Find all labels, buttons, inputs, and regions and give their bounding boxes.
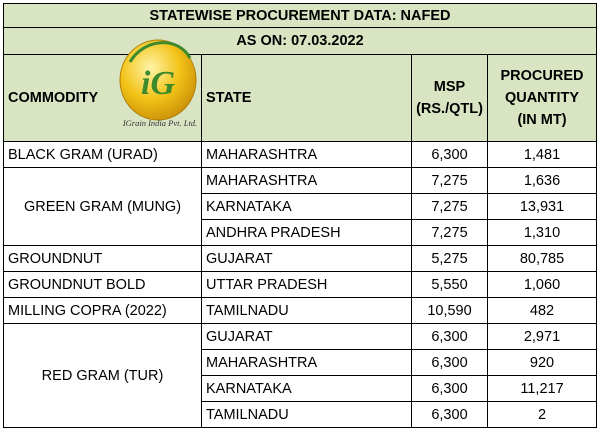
date-row: AS ON: 07.03.2022: [3, 27, 597, 55]
state-cell: GUJARAT: [201, 245, 412, 272]
commodity-cell: MILLING COPRA (2022): [3, 297, 202, 324]
msp-cell: 5,275: [411, 245, 488, 272]
table-row: ANDHRA PRADESH 7,275 1,310: [4, 219, 597, 246]
state-cell: ANDHRA PRADESH: [201, 219, 412, 246]
quantity-cell: 13,931: [487, 193, 597, 220]
state-cell: TAMILNADU: [201, 297, 412, 324]
state-cell: MAHARASHTRA: [201, 167, 412, 194]
commodity-cell: BLACK GRAM (URAD): [3, 141, 202, 168]
quantity-cell: 482: [487, 297, 597, 324]
table-row: KARNATAKA 7,275 13,931: [4, 193, 597, 220]
as-on-date: AS ON: 07.03.2022: [3, 27, 597, 55]
igrain-logo: iG IGrain India Pvt. Ltd.: [119, 39, 197, 128]
header-qty-line1: PROCURED: [500, 68, 584, 84]
logo-leaf-arc: [128, 41, 192, 63]
header-state: STATE: [201, 54, 412, 142]
title-row: STATEWISE PROCUREMENT DATA: NAFED: [3, 3, 597, 28]
state-cell: GUJARAT: [201, 323, 412, 350]
state-cell: MAHARASHTRA: [201, 141, 412, 168]
msp-cell: 7,275: [411, 219, 488, 246]
logo-badge: [119, 39, 197, 121]
commodity-cell: GREEN GRAM (MUNG): [3, 167, 202, 246]
logo-company: IGrain India Pvt. Ltd.: [122, 118, 197, 128]
msp-cell: 6,300: [411, 323, 488, 350]
table-row: MILLING COPRA (2022) TAMILNADU 10,590 48…: [3, 297, 597, 324]
table-row: TAMILNADU 6,300 2: [4, 401, 597, 428]
table-row: GREEN GRAM (MUNG) MAHARASHTRA 7,275 1,63…: [3, 167, 597, 246]
header-qty-line3: (IN MT): [517, 112, 567, 128]
quantity-cell: 1,636: [487, 167, 597, 194]
commodity-cell: RED GRAM (TUR): [3, 323, 202, 428]
msp-cell: 6,300: [411, 375, 488, 402]
header-msp-line1: MSP: [433, 79, 466, 95]
table-row: MAHARASHTRA 6,300 920: [4, 349, 597, 376]
msp-cell: 10,590: [411, 297, 488, 324]
header-msp: MSP (RS./QTL): [411, 54, 488, 142]
quantity-cell: 1,060: [487, 271, 597, 298]
state-cell: KARNATAKA: [201, 375, 412, 402]
header-row: COMMODITY STATE MSP (RS./QTL) PROCURED Q…: [3, 54, 597, 142]
state-cell: UTTAR PRADESH: [201, 271, 412, 298]
msp-cell: 6,300: [411, 401, 488, 428]
msp-cell: 7,275: [411, 167, 488, 194]
msp-cell: 5,550: [411, 271, 488, 298]
table-row: KARNATAKA 6,300 11,217: [4, 375, 597, 402]
table-title: STATEWISE PROCUREMENT DATA: NAFED: [3, 3, 597, 28]
quantity-cell: 920: [487, 349, 597, 376]
procurement-table: STATEWISE PROCUREMENT DATA: NAFED AS ON:…: [3, 3, 597, 428]
commodity-cell: GROUNDNUT BOLD: [3, 271, 202, 298]
logo-mark: iG: [141, 65, 175, 102]
table-row: GROUNDNUT GUJARAT 5,275 80,785: [3, 245, 597, 272]
table-row: GROUNDNUT BOLD UTTAR PRADESH 5,550 1,060: [3, 271, 597, 298]
quantity-cell: 2,971: [487, 323, 597, 350]
msp-cell: 7,275: [411, 193, 488, 220]
state-cell: KARNATAKA: [201, 193, 412, 220]
msp-cell: 6,300: [411, 141, 488, 168]
quantity-cell: 11,217: [487, 375, 597, 402]
msp-cell: 6,300: [411, 349, 488, 376]
header-quantity: PROCURED QUANTITY (IN MT): [487, 54, 597, 142]
commodity-cell: GROUNDNUT: [3, 245, 202, 272]
table-row: RED GRAM (TUR) GUJARAT 6,300 2,971: [3, 323, 597, 428]
quantity-cell: 80,785: [487, 245, 597, 272]
header-msp-line2: (RS./QTL): [416, 101, 483, 117]
table-row: BLACK GRAM (URAD) MAHARASHTRA 6,300 1,48…: [3, 141, 597, 168]
header-qty-line2: QUANTITY: [504, 90, 580, 106]
quantity-cell: 2: [487, 401, 597, 428]
state-cell: TAMILNADU: [201, 401, 412, 428]
quantity-cell: 1,481: [487, 141, 597, 168]
quantity-cell: 1,310: [487, 219, 597, 246]
state-cell: MAHARASHTRA: [201, 349, 412, 376]
